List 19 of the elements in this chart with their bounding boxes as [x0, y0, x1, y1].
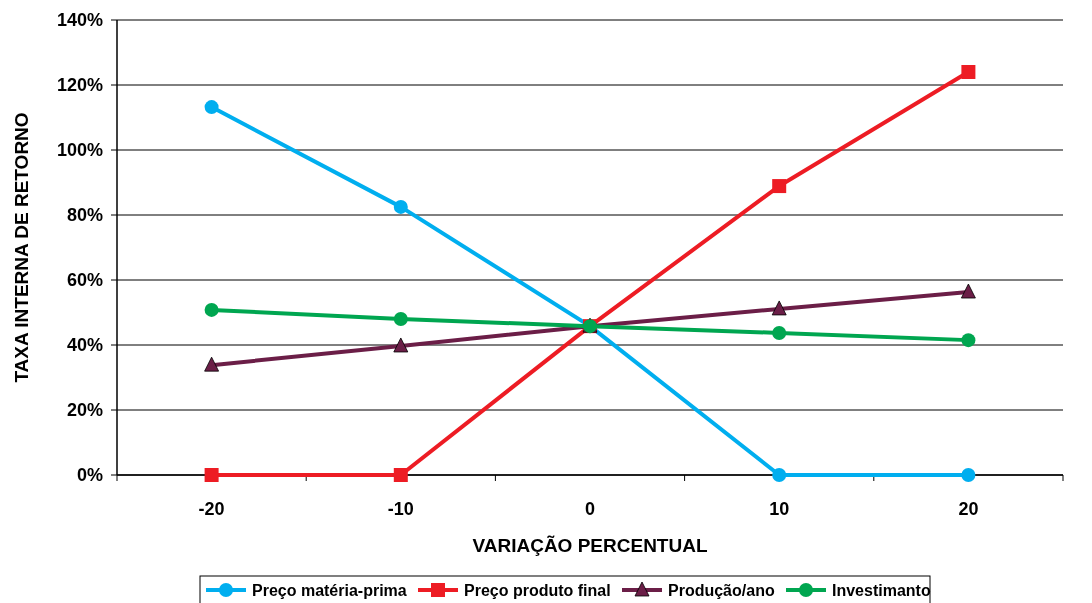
- y-tick-label: 60%: [66, 270, 103, 291]
- legend-label: Preço matéria-prima: [252, 581, 407, 599]
- y-tick-label: 80%: [66, 205, 103, 226]
- y-tick-label: 20%: [66, 400, 103, 421]
- y-tick-label: 0%: [76, 465, 103, 486]
- legend-label: Preço produto final: [464, 581, 611, 599]
- y-tick-label: 120%: [56, 75, 103, 96]
- x-axis-title: VARIAÇÃO PERCENTUAL: [472, 535, 708, 556]
- x-tick-label: 20: [958, 499, 979, 519]
- legend-label: Produção/ano: [668, 581, 775, 599]
- legend-label: Investimanto: [832, 581, 931, 599]
- y-tick-label: 100%: [56, 140, 103, 161]
- x-tick-label: -10: [387, 499, 414, 519]
- y-axis-title: TAXA INTERNA DE RETORNO: [11, 112, 32, 383]
- x-tick-label: 0: [584, 499, 596, 519]
- y-tick-label: 140%: [56, 10, 103, 31]
- x-tick-label: -20: [198, 499, 225, 519]
- y-tick-label: 40%: [66, 335, 103, 356]
- x-tick-label: 10: [769, 499, 790, 519]
